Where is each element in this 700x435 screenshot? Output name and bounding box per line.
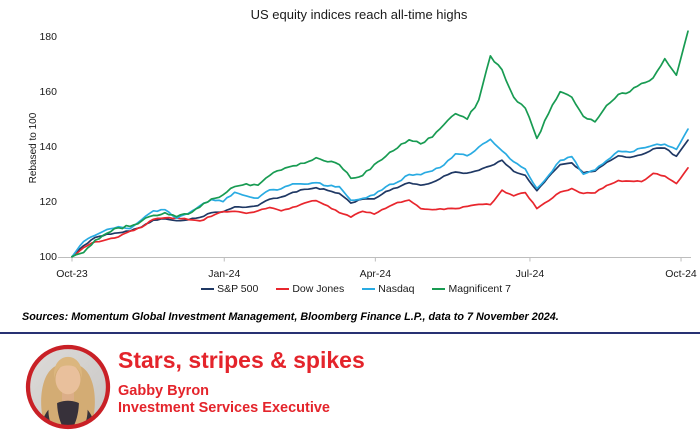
- legend-label: Nasdaq: [378, 283, 415, 295]
- legend-item: S&P 500: [201, 283, 258, 295]
- legend-item: Nasdaq: [362, 283, 414, 295]
- x-tick-label: Apr-24: [360, 268, 392, 280]
- legend-item: Dow Jones: [276, 283, 344, 295]
- author-role: Investment Services Executive: [118, 399, 330, 416]
- author-name: Gabby Byron: [118, 383, 210, 399]
- portrait-illustration: [28, 347, 108, 427]
- x-tick-label: Jan-24: [208, 268, 240, 280]
- section-divider: [0, 332, 700, 334]
- chart-legend: S&P 500 Dow Jones Nasdaq Magnificent 7: [0, 283, 700, 295]
- author-avatar: [25, 344, 111, 430]
- avatar-ring: [25, 344, 111, 430]
- y-tick-label: 180: [39, 31, 57, 43]
- sources-note: Sources: Momentum Global Investment Mana…: [22, 311, 559, 323]
- y-tick-label: 160: [39, 86, 57, 98]
- y-tick-label: 100: [39, 251, 57, 263]
- legend-swatch: [276, 287, 290, 291]
- legend-label: Magnificent 7: [448, 283, 511, 295]
- legend-label: S&P 500: [217, 283, 259, 295]
- author-block: Gabby Byron Investment Services Executiv…: [118, 383, 330, 416]
- x-tick-label: Jul-24: [516, 268, 545, 280]
- y-tick-label: 140: [39, 141, 57, 153]
- series-line-magnificent-7: [71, 30, 689, 258]
- x-tick-label: Oct-24: [665, 268, 697, 280]
- legend-label: Dow Jones: [292, 283, 345, 295]
- chart-title: US equity indices reach all-time highs: [250, 7, 468, 22]
- article-headline: Stars, stripes & spikes: [118, 347, 365, 373]
- legend-item: Magnificent 7: [432, 283, 511, 295]
- x-tick-label: Oct-23: [56, 268, 88, 280]
- series-line-dow-jones: [71, 167, 689, 258]
- legend-swatch: [201, 287, 215, 291]
- author-photo: [25, 344, 111, 430]
- legend-swatch: [432, 287, 446, 291]
- y-tick-label: 120: [39, 196, 57, 208]
- series-line-nasdaq: [71, 128, 689, 258]
- y-axis-title: Rebased to 100: [28, 112, 39, 183]
- chart-canvas: Oct-23 Jan-24 Apr-24 Jul-24 Oct-24 100 120 140 1…: [28, 30, 697, 280]
- legend-swatch: [362, 287, 376, 291]
- series-line-s-p-500: [71, 139, 689, 258]
